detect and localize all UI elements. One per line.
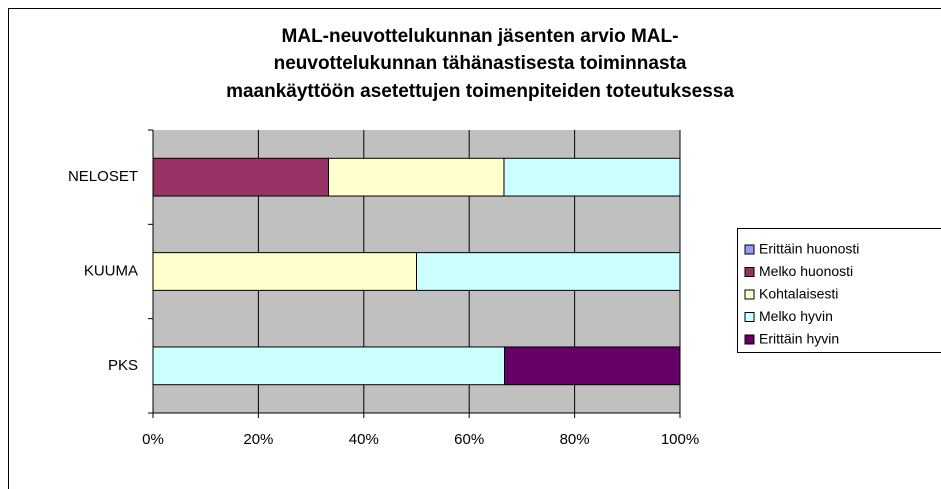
bar-segment (416, 252, 681, 291)
x-tick-label: 40% (349, 431, 379, 448)
bar-segment (503, 157, 681, 197)
x-tick-label: 20% (243, 431, 273, 448)
legend-swatch (744, 267, 755, 277)
x-tick-label: 80% (560, 431, 590, 448)
chart-title: neuvottelukunnan tähänastisesta toiminna… (274, 53, 687, 74)
x-tick-label: 60% (454, 431, 484, 448)
bar-segment (504, 346, 681, 386)
y-tick-label: NELOSET (68, 168, 138, 185)
bar-segment (152, 157, 329, 197)
x-tick-label: 0% (142, 431, 164, 448)
legend-label: Kohtalaisesti (759, 286, 838, 302)
legend-swatch (744, 312, 755, 322)
y-tick-label: PKS (108, 357, 138, 374)
legend-swatch (744, 334, 755, 345)
legend-swatch (744, 244, 755, 255)
y-tick-label: KUUMA (84, 262, 138, 279)
legend-swatch (744, 289, 755, 300)
x-tick-label: 100% (661, 431, 699, 448)
chart-title: maankäyttöön asetettujen toimenpiteiden … (226, 81, 734, 102)
legend-box (737, 228, 941, 353)
bar-segment (327, 157, 505, 197)
legend-label: Melko huonosti (759, 263, 853, 279)
bar-segment (152, 252, 417, 291)
bar-segment (152, 346, 506, 386)
chart-title: MAL-neuvottelukunnan jäsenten arvio MAL- (282, 26, 679, 47)
legend-label: Melko hyvin (759, 308, 833, 324)
legend-label: Erittäin hyvin (759, 331, 839, 347)
legend-label: Erittäin huonosti (759, 241, 859, 257)
